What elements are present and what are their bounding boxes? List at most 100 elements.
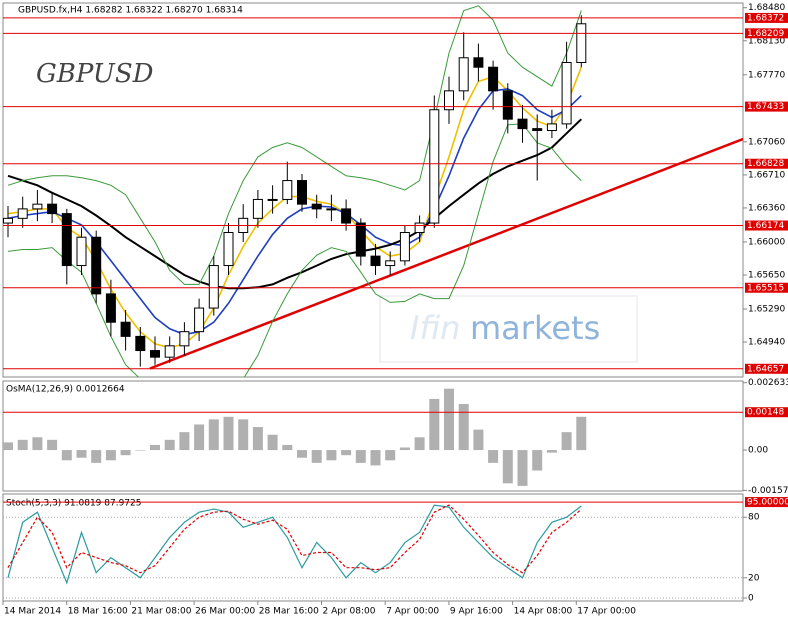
osma-bar — [150, 444, 160, 451]
level-label: 1.66828 — [747, 159, 784, 169]
symbol-watermark: GBPUSD — [36, 59, 154, 89]
y-tick-label: 20 — [748, 573, 760, 583]
indicator-title: OsMA(12,26,9) 0.0012664 — [6, 385, 125, 395]
indicator-title: Stoch(5,3,3) 91.0819 87.9725 — [6, 499, 141, 509]
candle-body — [532, 128, 543, 132]
osma-bar — [267, 434, 278, 451]
candle-body — [194, 307, 205, 333]
osma-bar — [341, 450, 352, 456]
y-tick-label: 0 — [748, 593, 754, 603]
candle-body — [61, 213, 72, 267]
indicator-line — [7, 123, 582, 377]
osma-bar — [32, 437, 43, 451]
candle-body — [458, 57, 469, 92]
candle-body — [252, 198, 263, 219]
y-tick-label: 1.68130 — [748, 36, 785, 46]
osma-bar — [355, 450, 366, 463]
candle-body — [473, 57, 484, 68]
candle-body — [32, 203, 43, 210]
indicator-line — [7, 66, 583, 349]
x-tick-label: 9 Apr 16:00 — [450, 607, 503, 617]
candle-body — [355, 222, 366, 257]
indicator-line — [7, 504, 582, 574]
y-tick-label: 0.002633 — [748, 378, 788, 388]
candle-body — [179, 331, 190, 347]
candle-body — [105, 293, 116, 323]
trendline — [149, 137, 743, 370]
y-tick-label: -0.001576 — [748, 486, 788, 496]
candle-body — [208, 265, 219, 309]
osma-bar — [532, 450, 543, 471]
osma-bar — [429, 398, 440, 451]
candle-body — [150, 350, 160, 358]
osma-bar — [252, 427, 263, 451]
y-tick-label: 1.67770 — [748, 70, 785, 80]
y-tick-label: 1.68480 — [748, 3, 785, 13]
osma-bar — [3, 442, 13, 451]
osma-bar — [179, 432, 190, 451]
osma-bar — [194, 424, 205, 451]
candle-body — [311, 203, 322, 210]
y-tick-label: 1.65290 — [748, 305, 785, 315]
level-label-box — [745, 497, 788, 508]
candle-body — [576, 23, 587, 63]
y-tick-label: 1.67060 — [748, 137, 785, 147]
level-label-box — [745, 282, 788, 293]
level-label-box — [745, 158, 788, 169]
osma-bar — [91, 450, 102, 463]
indicator-line — [7, 5, 582, 285]
osma-bar — [135, 450, 146, 451]
x-tick-label: 17 Apr 00:00 — [577, 607, 636, 617]
x-tick-label: 18 Mar 16:00 — [68, 607, 128, 617]
y-tick-label: 0.00 — [748, 446, 768, 456]
candle-body — [414, 222, 425, 234]
y-tick-label: 80 — [748, 513, 760, 523]
osma-bar — [326, 450, 337, 461]
candle-body — [17, 208, 28, 219]
osma-bar — [311, 450, 322, 463]
plot-area — [3, 388, 587, 486]
candle-body — [76, 236, 87, 267]
osma-bar — [223, 416, 234, 451]
level-label: 1.66174 — [747, 221, 784, 231]
osma-bar — [385, 450, 396, 461]
osma-bar — [76, 450, 87, 458]
osma-bar — [17, 439, 28, 451]
x-tick-label: 26 Mar 00:00 — [195, 607, 255, 617]
y-tick-label: 1.66710 — [748, 170, 785, 180]
candle-body — [488, 66, 499, 92]
candle-body — [561, 62, 572, 125]
level-label-box — [745, 407, 788, 418]
level-label-box — [745, 363, 788, 374]
candle-body — [267, 198, 278, 201]
candle-body — [3, 217, 13, 224]
level-label: 1.64657 — [747, 364, 784, 374]
candle-body — [429, 109, 440, 224]
osma-bar — [444, 388, 454, 451]
panel-frame — [2, 380, 744, 492]
y-tick-label: 1.65650 — [748, 271, 785, 281]
osma-bar — [517, 450, 528, 486]
osma-bar — [297, 450, 307, 458]
panel-frame — [2, 2, 744, 378]
level-label-box — [745, 101, 788, 112]
candle-body — [91, 236, 102, 295]
osma-bar — [502, 450, 513, 484]
level-label: 1.67433 — [747, 102, 784, 112]
osma-bar — [370, 450, 381, 466]
x-tick-label: 2 Apr 08:00 — [323, 607, 376, 617]
osma-bar — [561, 432, 572, 451]
osma-bar — [414, 437, 425, 451]
candle-body — [502, 90, 513, 120]
plot-area — [3, 504, 743, 599]
chart-title: GBPUSD.fx,H4 1.68282 1.68322 1.68270 1.6… — [18, 6, 243, 16]
candle-body — [282, 180, 293, 200]
osma-bar — [488, 450, 499, 463]
x-tick-label: 21 Mar 08:00 — [131, 607, 191, 617]
osma-bar — [282, 444, 293, 451]
osma-bar — [458, 404, 469, 451]
level-label: 1.68209 — [747, 29, 784, 39]
osma-bar — [164, 439, 175, 451]
osma-bar — [546, 450, 557, 453]
